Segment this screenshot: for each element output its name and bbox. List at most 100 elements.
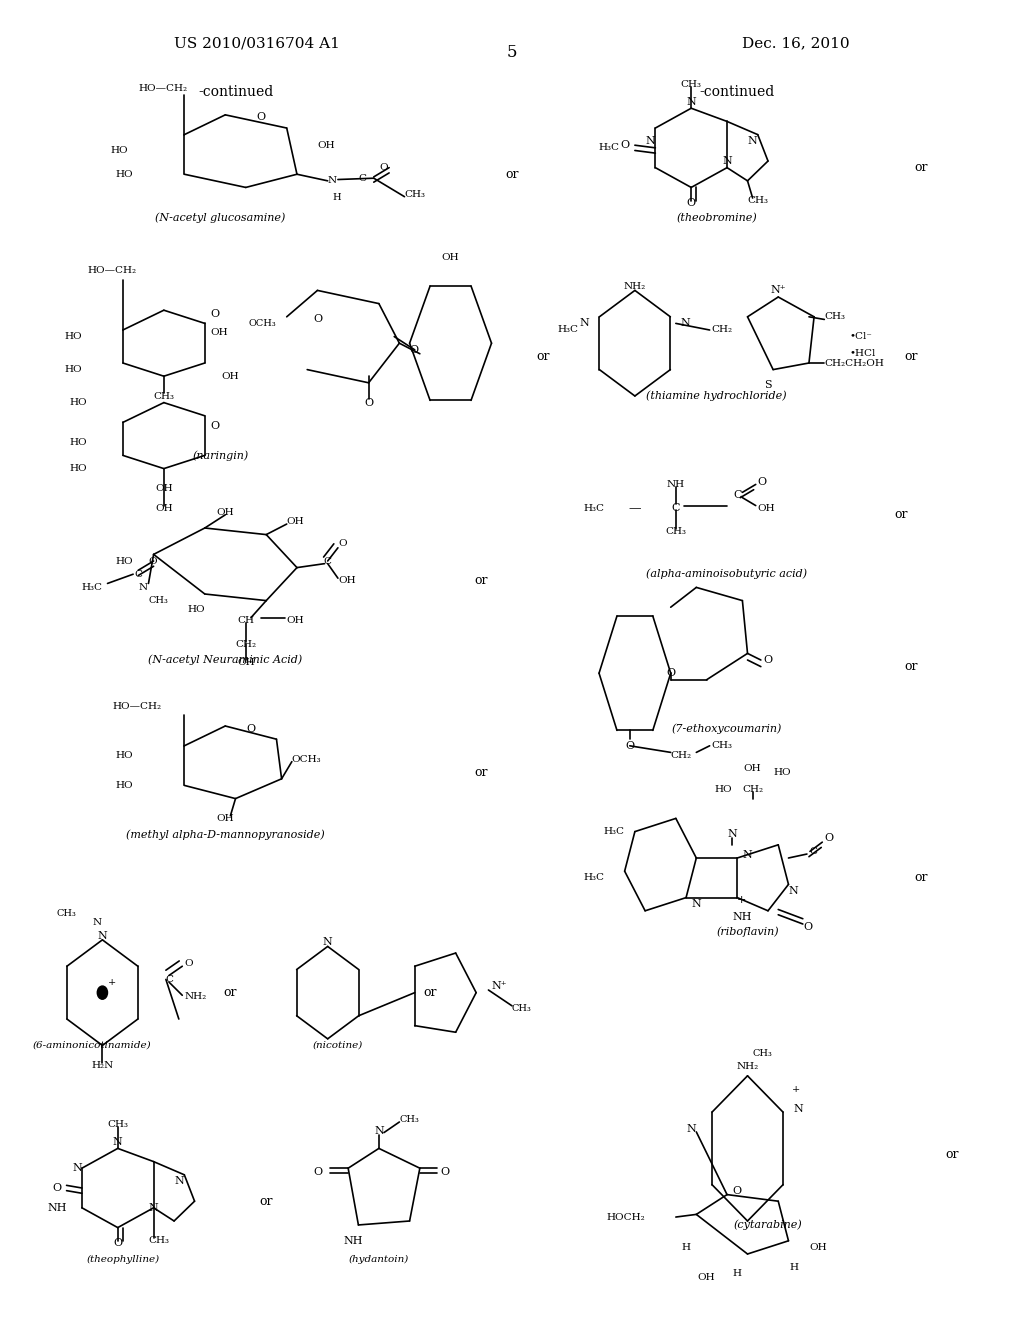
Text: or: or — [259, 1195, 273, 1208]
Text: N: N — [645, 136, 655, 147]
Text: O: O — [313, 314, 322, 325]
Text: H₃C: H₃C — [81, 583, 102, 591]
Text: N: N — [174, 1176, 184, 1187]
Text: N: N — [722, 156, 732, 166]
Text: N: N — [686, 96, 696, 107]
Text: C: C — [733, 490, 741, 500]
Text: N: N — [139, 583, 147, 591]
Text: OH: OH — [155, 484, 173, 492]
Text: C: C — [324, 557, 332, 565]
Text: C: C — [358, 174, 367, 182]
Text: O: O — [148, 557, 157, 565]
Text: (cytarabine): (cytarabine) — [733, 1220, 803, 1230]
Text: OH: OH — [697, 1274, 716, 1282]
Text: O: O — [667, 668, 675, 678]
Text: +: + — [792, 1085, 800, 1093]
Text: or: or — [474, 766, 488, 779]
Text: CH₃: CH₃ — [57, 909, 77, 917]
Text: CH₂: CH₂ — [742, 785, 763, 793]
Text: NH: NH — [47, 1203, 67, 1213]
Text: CH₂: CH₂ — [671, 751, 692, 759]
Text: H₃C: H₃C — [583, 874, 604, 882]
Text: CH₃: CH₃ — [681, 81, 701, 88]
Text: N: N — [788, 886, 799, 896]
Text: N: N — [374, 1126, 384, 1137]
Text: O: O — [338, 540, 346, 548]
Text: HO: HO — [116, 170, 133, 178]
Text: OH: OH — [758, 504, 775, 512]
Text: S: S — [764, 380, 772, 391]
Text: O: O — [365, 397, 373, 408]
Text: H₃C: H₃C — [598, 144, 620, 152]
Text: O: O — [247, 723, 255, 734]
Text: OH: OH — [216, 508, 234, 516]
Text: CH₃: CH₃ — [148, 1237, 169, 1245]
Text: HO: HO — [70, 465, 87, 473]
Text: HO: HO — [187, 606, 205, 614]
Text: NH₂: NH₂ — [184, 993, 207, 1001]
Text: or: or — [894, 508, 908, 521]
Text: (methyl alpha-D-mannopyranoside): (methyl alpha-D-mannopyranoside) — [126, 829, 325, 840]
Text: O: O — [379, 164, 387, 172]
Text: CH₃: CH₃ — [753, 1049, 772, 1057]
Text: (theophylline): (theophylline) — [86, 1255, 160, 1263]
Text: OH: OH — [287, 616, 304, 624]
Text: (hydantoin): (hydantoin) — [349, 1255, 409, 1263]
Text: OCH₃: OCH₃ — [249, 319, 276, 327]
Text: NH₂: NH₂ — [624, 282, 646, 290]
Text: (alpha-aminoisobutyric acid): (alpha-aminoisobutyric acid) — [646, 569, 808, 579]
Text: N: N — [794, 1104, 804, 1114]
Text: N: N — [691, 899, 701, 909]
Text: or: or — [945, 1148, 959, 1162]
Text: N: N — [72, 1163, 82, 1173]
Text: or: or — [914, 161, 929, 174]
Text: N: N — [748, 136, 758, 147]
Text: (naringin): (naringin) — [193, 450, 248, 461]
Text: O: O — [824, 833, 834, 843]
Text: CH₃: CH₃ — [399, 1115, 419, 1123]
Text: •HCl: •HCl — [850, 350, 877, 358]
Text: C: C — [672, 503, 680, 513]
Text: HO—CH₂: HO—CH₂ — [138, 84, 187, 92]
Text: O: O — [626, 741, 634, 751]
Text: H₂N: H₂N — [91, 1061, 114, 1069]
Text: HO: HO — [65, 366, 82, 374]
Text: N: N — [328, 177, 337, 185]
Text: Dec. 16, 2010: Dec. 16, 2010 — [742, 37, 850, 50]
Text: CH₃: CH₃ — [712, 742, 733, 750]
Text: or: or — [223, 986, 238, 999]
Text: H₃C: H₃C — [557, 326, 579, 334]
Text: O: O — [52, 1183, 61, 1193]
Text: N: N — [97, 931, 108, 941]
Text: OH: OH — [441, 253, 460, 261]
Text: CH₃: CH₃ — [108, 1121, 128, 1129]
Text: H: H — [790, 1263, 798, 1271]
Text: CH₃: CH₃ — [824, 313, 846, 321]
Text: CH₂CH₂OH: CH₂CH₂OH — [824, 359, 884, 367]
Text: US 2010/0316704 A1: US 2010/0316704 A1 — [174, 37, 340, 50]
Text: CH₂: CH₂ — [236, 640, 256, 648]
Text: HO: HO — [116, 751, 133, 759]
Text: N: N — [742, 850, 753, 861]
Text: H: H — [682, 1243, 690, 1251]
Text: CH₃: CH₃ — [404, 190, 426, 198]
Text: —: — — [629, 502, 641, 515]
Text: +: + — [108, 978, 116, 986]
Text: OH: OH — [809, 1243, 826, 1251]
Text: O: O — [410, 345, 419, 355]
Text: HO: HO — [111, 147, 128, 154]
Text: N: N — [113, 1137, 123, 1147]
Text: H₃C: H₃C — [603, 828, 625, 836]
Text: (thiamine hydrochloride): (thiamine hydrochloride) — [646, 391, 787, 401]
Text: N: N — [93, 919, 101, 927]
Text: OH: OH — [287, 517, 304, 525]
Text: HO: HO — [715, 785, 732, 793]
Text: (6-aminonicotinamide): (6-aminonicotinamide) — [33, 1041, 152, 1049]
Text: OH: OH — [237, 659, 255, 667]
Text: HO: HO — [65, 333, 82, 341]
Text: HO: HO — [70, 399, 87, 407]
Text: O: O — [763, 655, 772, 665]
Text: OH: OH — [338, 577, 355, 585]
Text: HO—CH₂: HO—CH₂ — [113, 702, 162, 710]
Circle shape — [97, 986, 108, 999]
